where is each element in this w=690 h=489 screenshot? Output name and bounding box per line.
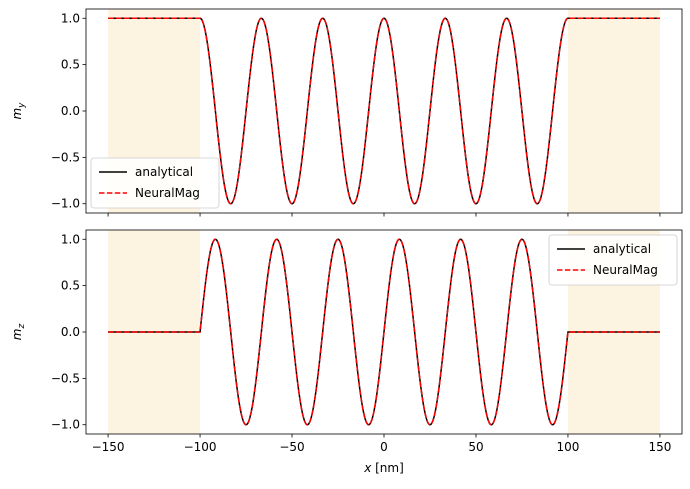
x-axis-label: x [nm]	[363, 461, 404, 475]
y-axis-label: my	[10, 102, 27, 120]
legend-box	[548, 234, 678, 286]
y-tick-label: 0.5	[61, 58, 80, 72]
legend-label: analytical	[135, 165, 193, 179]
y-tick-label: 0.0	[61, 325, 80, 339]
x-tick-label: 100	[556, 440, 579, 454]
panel-bottom: −150 −100 −50 0 50 100 150 −1.0 −0.5 0.0 0.5 1.0 mz x…	[10, 229, 683, 475]
legend-label: NeuralMag	[135, 186, 200, 200]
series-line-neuralmag	[108, 17, 660, 205]
y-tick-label: 0.5	[61, 279, 80, 293]
x-tick-label: 150	[648, 440, 671, 454]
x-tick-label: −150	[92, 440, 125, 454]
y-axis-label: mz	[10, 324, 27, 341]
x-tick-label: −100	[184, 440, 217, 454]
x-tick-label: −50	[279, 440, 304, 454]
legend: analytical NeuralMag	[548, 234, 678, 286]
legend-label: analytical	[593, 242, 651, 256]
x-tick-label: 50	[468, 440, 483, 454]
legend-label: NeuralMag	[593, 263, 658, 277]
x-tick-label: 0	[380, 440, 388, 454]
y-tick-label: −0.5	[51, 371, 80, 385]
series-line-neuralmag	[108, 238, 660, 426]
panel-top: −1.0 −0.5 0.0 0.5 1.0 my analytical NeuralMag	[10, 8, 683, 217]
legend: analytical NeuralMag	[90, 157, 220, 209]
y-tick-label: −1.0	[51, 418, 80, 432]
legend-box	[90, 157, 220, 209]
y-tick-label: 0.0	[61, 104, 80, 118]
y-tick-label: 1.0	[61, 232, 80, 246]
y-tick-label: 1.0	[61, 11, 80, 25]
y-tick-label: −1.0	[51, 197, 80, 211]
shaded-region	[567, 9, 660, 213]
y-tick-label: −0.5	[51, 150, 80, 164]
